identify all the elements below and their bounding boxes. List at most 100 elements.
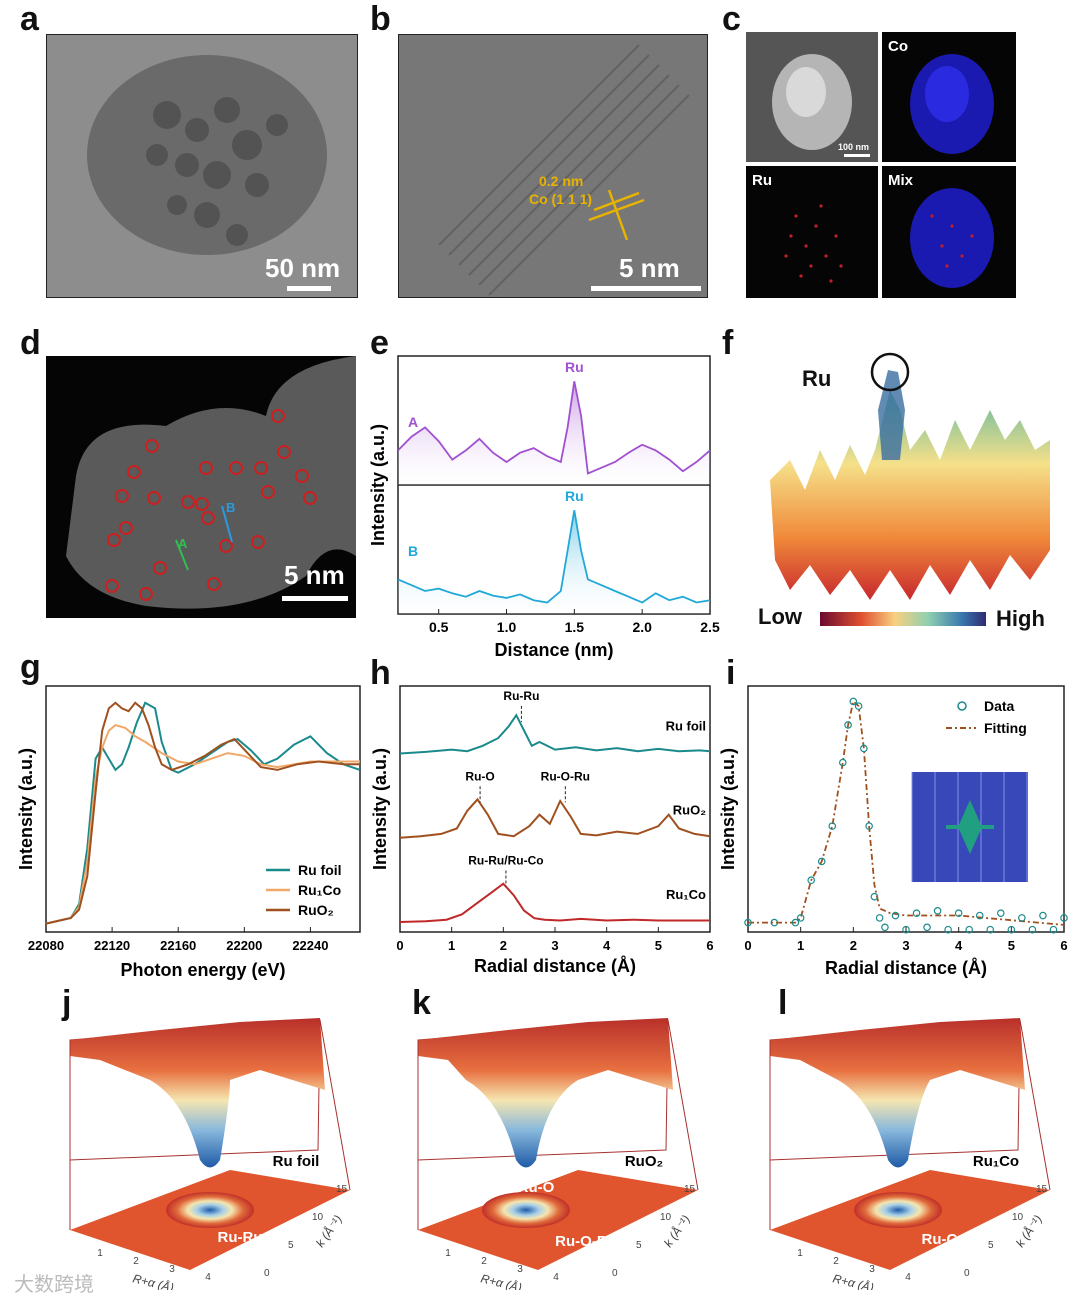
- sample-label-h: Ru foil: [666, 718, 706, 733]
- xtick-label-h: 4: [603, 938, 611, 953]
- peak-label-h: Ru-Ru: [503, 689, 539, 703]
- exafs-chart-h: Ru foil RuO₂ Ru₁Co Ru-Ru Ru-O Ru-O-Ru Ru-Ru/Ru…: [370, 685, 714, 976]
- xtick-label-i: 2: [850, 938, 857, 953]
- k-tick: 5: [988, 1240, 994, 1251]
- k-tick: 5: [636, 1240, 642, 1251]
- peak-label-h: Ru-O-Ru: [541, 769, 590, 783]
- peak-label-ru-a: Ru: [565, 359, 584, 375]
- data-point: [944, 925, 952, 934]
- series-RuO₂: [45, 701, 360, 925]
- wavelet-surface: [70, 1018, 325, 1168]
- r-tick: 2: [833, 1256, 839, 1267]
- panel-label-d: d: [20, 324, 41, 362]
- data-point: [744, 918, 752, 927]
- data-point: [965, 925, 974, 934]
- legend-label-g: Ru₁Co: [298, 882, 341, 898]
- xlabel-h: Radial distance (Å): [474, 956, 636, 976]
- k-tick: 10: [312, 1212, 324, 1223]
- data-point: [1018, 914, 1026, 922]
- tem-texture-a: [87, 55, 327, 255]
- xtick-label-i: 4: [955, 938, 963, 953]
- watermark: 大数跨境: [14, 1274, 94, 1296]
- ylabel-i: Intensity (a.u.): [718, 748, 738, 870]
- line-label-b: B: [226, 500, 236, 515]
- scale-label-b: 5 nm: [619, 253, 680, 283]
- legend-label-fitting: Fitting: [984, 720, 1027, 736]
- series-RuO₂: [399, 797, 711, 839]
- xtick-label-i: 1: [797, 938, 804, 953]
- xtick-label-i: 6: [1060, 938, 1067, 953]
- xtick-label-g: 22120: [94, 938, 130, 953]
- wavelet-surface: [418, 1018, 673, 1168]
- scale-label-c: 100 nm: [838, 142, 870, 152]
- r-tick: 4: [905, 1272, 911, 1283]
- panel-label-k: k: [412, 984, 431, 1022]
- k-tick: 15: [684, 1184, 696, 1195]
- plane-label: Co (1 1 1): [529, 191, 593, 207]
- ylabel-e: Intensity (a.u.): [368, 424, 388, 546]
- intensity-surface-f: [770, 352, 1050, 626]
- hrtem-image-b: 0.2 nm Co (1 1 1) 5 nm: [398, 34, 708, 298]
- sample-label: RuO₂: [625, 1153, 663, 1170]
- data-point: [1039, 911, 1047, 920]
- k-tick: 0: [264, 1268, 270, 1279]
- data-point: [865, 822, 873, 830]
- k-tick: 0: [964, 1268, 970, 1279]
- data-point: [796, 914, 805, 922]
- scale-bar-b: [591, 286, 701, 291]
- hrtem-lattice-b: [438, 44, 690, 296]
- xtick-label-h: 6: [706, 938, 713, 953]
- xlabel-e: Distance (nm): [494, 640, 613, 660]
- d-spacing-label: 0.2 nm: [539, 173, 584, 189]
- r-tick: 2: [133, 1256, 139, 1267]
- xlabel-i: Radial distance (Å): [825, 958, 987, 978]
- haadf-texture-d: [66, 356, 356, 609]
- xtick-label-e: 1.0: [497, 619, 517, 635]
- k-tick: 0: [612, 1268, 618, 1279]
- plot-frame-h: [399, 685, 711, 933]
- ylabel-g: Intensity (a.u.): [16, 748, 36, 870]
- xtick-label-h: 2: [500, 938, 507, 953]
- sample-label-h: RuO₂: [673, 803, 706, 818]
- wavelet-surface: [770, 1018, 1025, 1168]
- data-point: [954, 909, 963, 917]
- trace-fill-A: [398, 381, 710, 485]
- data-point: [1028, 925, 1037, 934]
- data-point: [844, 721, 852, 729]
- box-edge: [1019, 1019, 1051, 1191]
- data-point: [849, 697, 858, 706]
- feature-label: Ru-O: [518, 1179, 555, 1196]
- panel-label-g: g: [20, 648, 41, 686]
- data-point: [912, 909, 921, 917]
- data-point: [933, 907, 942, 915]
- data-point: [791, 918, 800, 927]
- r-tick: 1: [97, 1248, 103, 1259]
- colorbar-low: Low: [758, 604, 802, 629]
- trace-label-A: A: [408, 414, 418, 430]
- panel-label-a: a: [20, 0, 39, 38]
- xtick-label-h: 5: [655, 938, 662, 953]
- data-point: [854, 702, 863, 710]
- scale-label-d: 5 nm: [284, 560, 345, 590]
- line-label-a: A: [178, 536, 188, 551]
- r-tick: 4: [205, 1272, 211, 1283]
- k-tick: 15: [336, 1184, 348, 1195]
- xtick-label-i: 5: [1008, 938, 1015, 953]
- data-point: [902, 925, 910, 934]
- scale-label-a: 50 nm: [265, 253, 341, 283]
- sample-label-h: Ru₁Co: [666, 887, 706, 902]
- r-tick: 4: [553, 1272, 559, 1283]
- xtick-label-e: 0.5: [429, 619, 449, 635]
- data-point: [975, 911, 984, 920]
- data-point: [770, 918, 779, 927]
- mix-map-texture: [910, 188, 994, 288]
- box-edge: [667, 1019, 699, 1191]
- scale-bar-d: [282, 596, 348, 601]
- box-edge: [319, 1019, 351, 1191]
- r-tick: 1: [797, 1248, 803, 1259]
- legend-label-g: RuO₂: [298, 902, 334, 918]
- xtick-label-e: 1.5: [565, 619, 585, 635]
